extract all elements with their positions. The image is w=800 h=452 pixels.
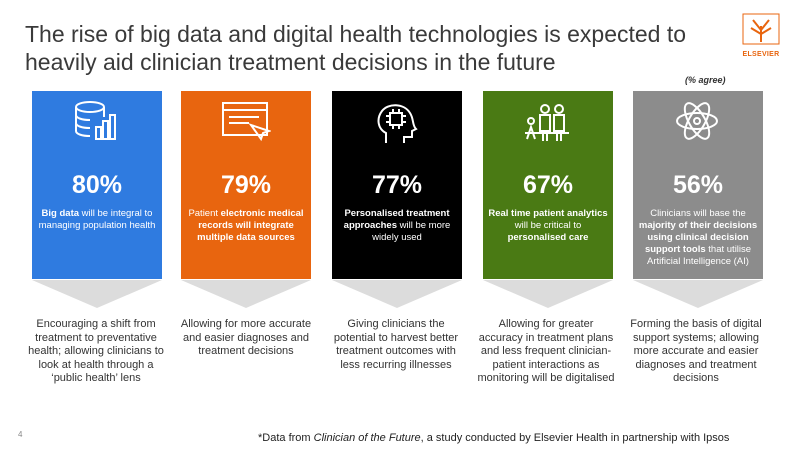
note: (% agree) (685, 75, 726, 85)
description-part: personalised care (507, 232, 589, 243)
logo: ELSEVIER (738, 12, 784, 58)
outcome: Allowing for greater accuracy in treatme… (477, 318, 615, 384)
outcome: Giving clinicians the potential to harve… (333, 318, 459, 371)
percent: 80% (71, 171, 123, 199)
source-part: Clinician of the Future (313, 432, 421, 444)
description-part: will be integral to managing population … (38, 208, 156, 231)
icon (525, 104, 569, 141)
percent: 79% (220, 171, 272, 199)
description: Patient electronic medical records will … (185, 208, 307, 244)
outcome: Encouraging a shift from treatment to pr… (28, 318, 164, 384)
icon (222, 102, 271, 142)
icon (377, 104, 418, 143)
chevron (483, 280, 613, 308)
title: The rise of big data and digital health … (25, 21, 687, 75)
logo-text: ELSEVIER (742, 51, 780, 58)
description-part: Real time patient analytics (488, 208, 608, 219)
description: Big data will be integral to managing po… (36, 208, 158, 232)
card: 79% Patient electronic medical records wi… (181, 91, 311, 279)
page-number: 4 (18, 430, 23, 439)
description-part: electronic medical records will integrat… (197, 208, 304, 243)
description: Real time patient analytics will be crit… (487, 208, 609, 244)
description-part: Clinicians will base the (650, 208, 746, 219)
chevron (633, 280, 763, 308)
source: *Data from Clinician of the Future, a st… (258, 432, 729, 444)
description-part: Personalised treatment approaches (343, 208, 450, 231)
icon (676, 102, 718, 140)
description: Clinicians will base the majority of the… (637, 208, 759, 268)
percent: 67% (522, 171, 574, 199)
card: 77% Personalised treatment approaches wil… (332, 91, 462, 279)
description-part: Big data (41, 208, 80, 219)
description-part: majority of their decisions using clinic… (638, 220, 758, 255)
description-part: that utilise Artificial Intelligence (AI… (647, 244, 752, 267)
icon (75, 101, 116, 140)
source-part: *Data from (258, 432, 314, 444)
description-part: Patient (188, 208, 221, 219)
logo-tree (742, 13, 780, 45)
description-part: will be more widely used (372, 220, 451, 243)
description-part: will be critical to (514, 220, 582, 231)
source-part: , a study conducted by Elsevier Health i… (420, 432, 730, 444)
chevron (181, 280, 311, 308)
outcome: Allowing for more accurate and easier di… (180, 318, 312, 357)
percent: 77% (371, 171, 423, 199)
outcome: Forming the basis of digital support sys… (630, 318, 762, 384)
percent: 56% (672, 171, 724, 199)
chevron (332, 280, 462, 308)
description: Personalised treatment approaches will b… (336, 208, 458, 244)
card: 56% Clinicians will base the majority of … (633, 91, 763, 279)
card: 67% Real time patient analytics will be c… (483, 91, 613, 279)
card: 80% Big data will be integral to managing… (32, 91, 162, 279)
chevron (32, 280, 162, 308)
